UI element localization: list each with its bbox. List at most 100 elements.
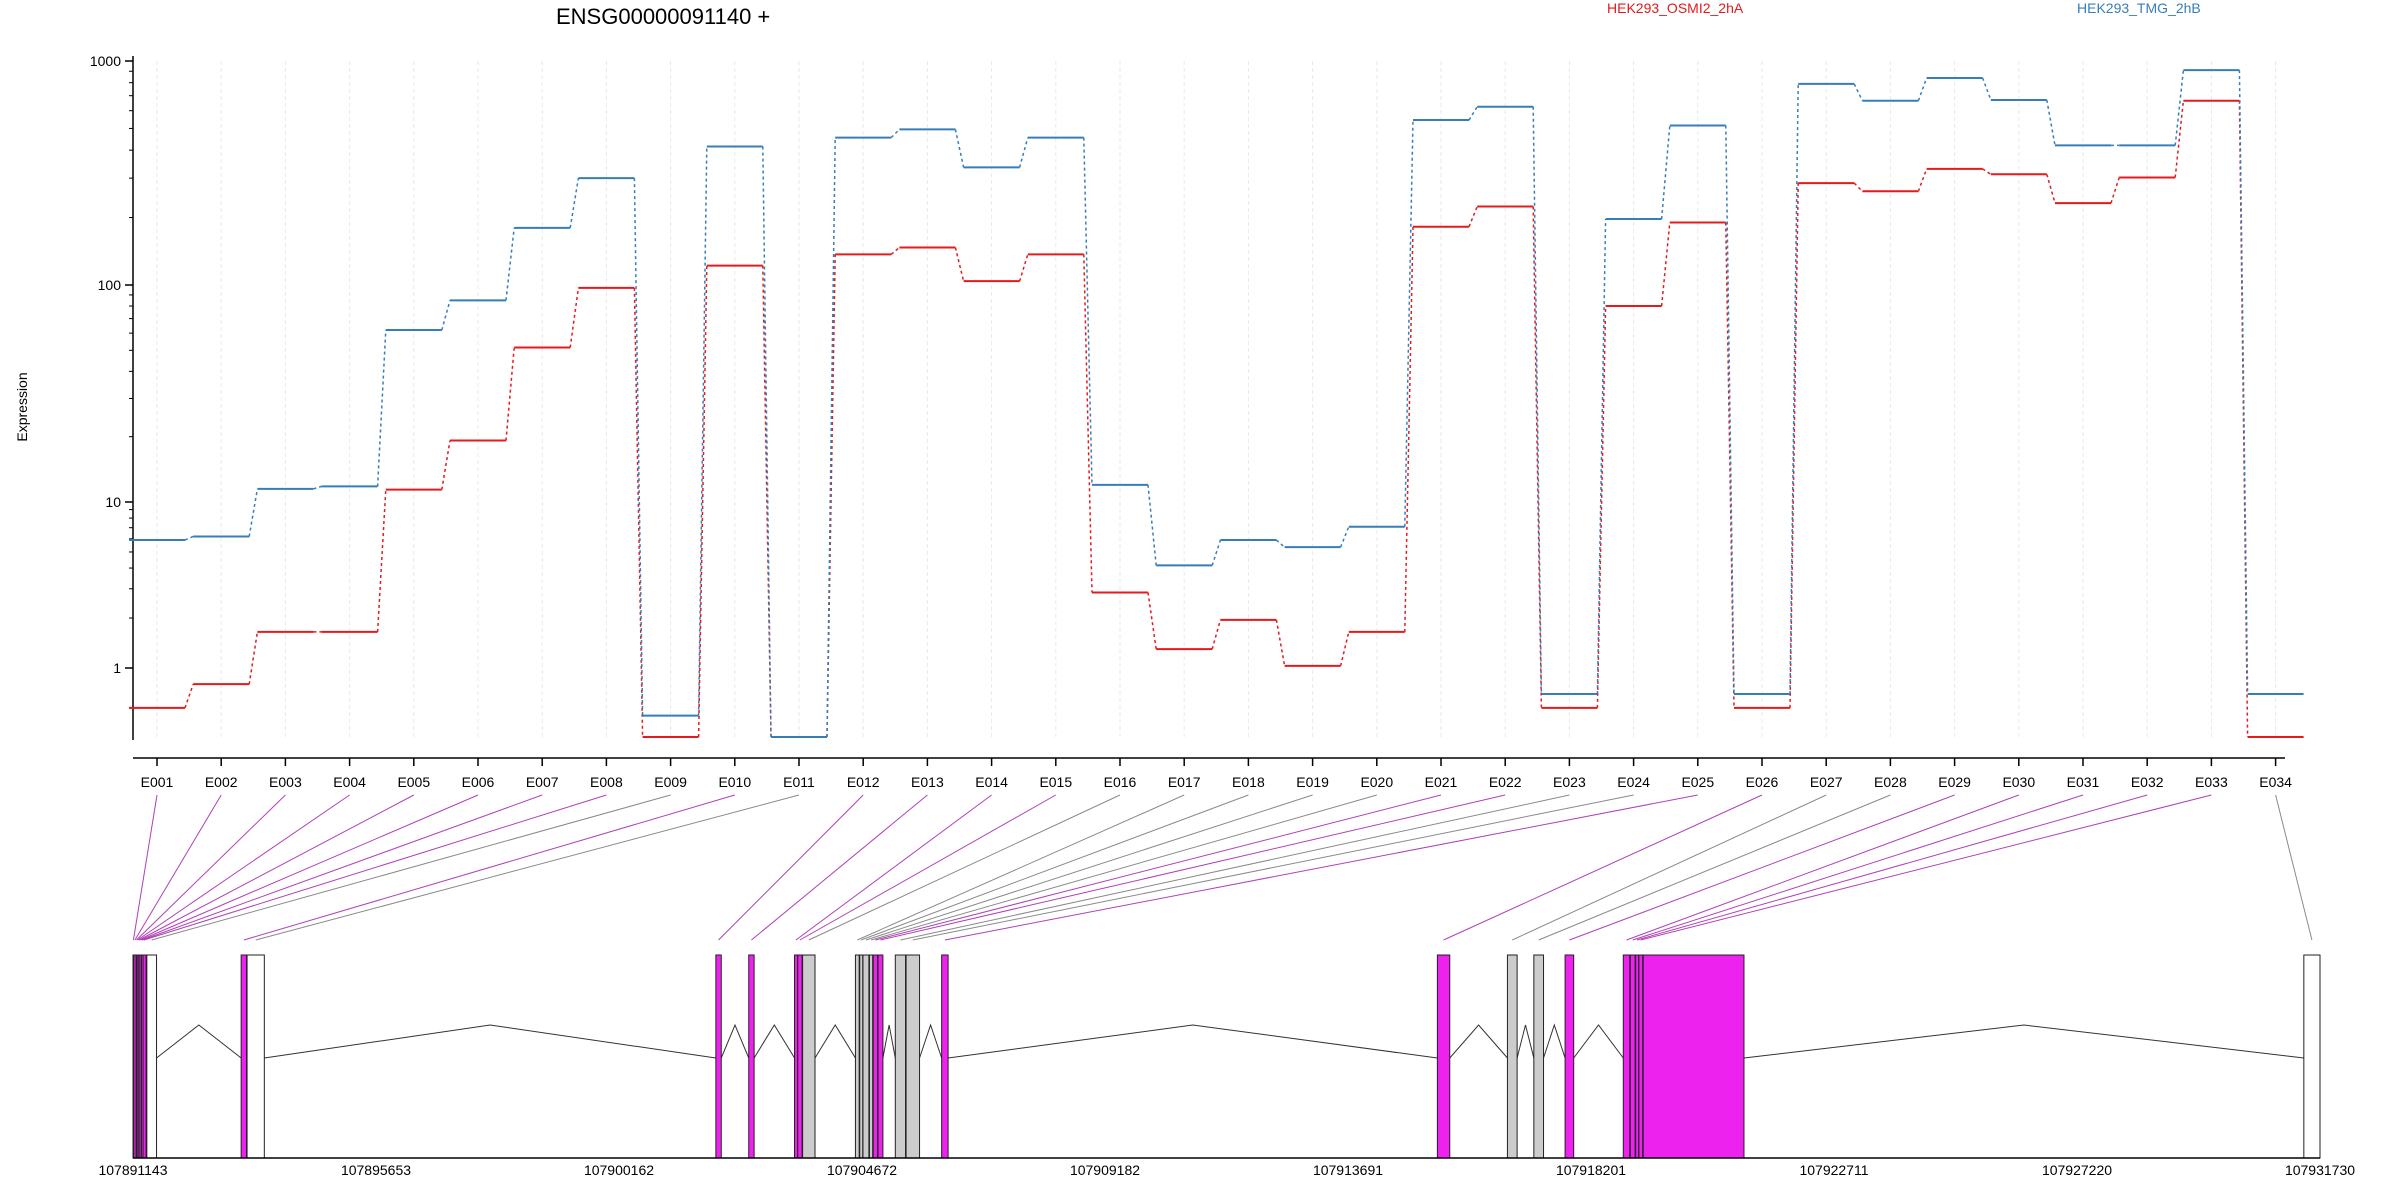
- series-connector: [1211, 539, 1222, 566]
- exon-e028: [1533, 954, 1545, 1159]
- connector-e033: [1640, 794, 2212, 941]
- series-connector: [569, 287, 580, 348]
- series-connector: [1147, 484, 1157, 566]
- connector-e020: [870, 794, 1377, 941]
- x-tick-label-e025: E025: [1681, 774, 1714, 790]
- series-connector: [954, 247, 965, 282]
- x-tick-label-e014: E014: [975, 774, 1008, 790]
- series-connector: [2238, 70, 2249, 695]
- x-tick-label-e015: E015: [1039, 774, 1072, 790]
- series-connector: [376, 489, 387, 632]
- series-connector: [1660, 125, 1671, 220]
- x-tick-label-e016: E016: [1104, 774, 1137, 790]
- series-connector: [1404, 226, 1414, 632]
- exon-e032: [1635, 954, 1640, 1159]
- connector-e025: [944, 794, 1698, 941]
- x-tick-label-e034: E034: [2259, 774, 2292, 790]
- connector-e016: [808, 794, 1121, 941]
- exon-e021: [872, 954, 879, 1159]
- exon-e008: [142, 954, 147, 1159]
- x-tick-label-e020: E020: [1360, 774, 1393, 790]
- gene-model: [132, 954, 2321, 1159]
- intron: [1543, 1023, 1566, 1059]
- intron: [1449, 1024, 1508, 1059]
- x-tick-label-e004: E004: [333, 774, 366, 790]
- series-1: [129, 99, 2304, 738]
- series-connector: [1083, 254, 1093, 593]
- genomic-tick-label: 107931730: [2285, 1162, 2355, 1178]
- series-connector: [1789, 83, 1799, 695]
- connector-e013: [751, 794, 928, 941]
- series-connector: [1596, 219, 1607, 695]
- series-connector: [441, 300, 451, 331]
- intron: [919, 1023, 943, 1059]
- series-connector: [1018, 254, 1029, 282]
- connector-e007: [142, 794, 543, 941]
- connector-e023: [900, 794, 1570, 941]
- exon-e011: [246, 954, 265, 1159]
- exon-e027: [1506, 954, 1518, 1159]
- series-connector: [1596, 306, 1607, 708]
- exon-connectors: [132, 794, 2313, 941]
- x-tick-label-e012: E012: [847, 774, 880, 790]
- exon-e020: [868, 954, 874, 1159]
- y-tick-label: 100: [98, 277, 122, 293]
- intron: [156, 1024, 242, 1059]
- x-axis: E001 E002 E003 E004 E005 E006 E007 E008 E009 E010…: [133, 757, 2292, 790]
- connector-e022: [880, 794, 1506, 941]
- series-connector: [248, 631, 259, 685]
- connector-e026: [1443, 794, 1763, 941]
- x-tick-label-e024: E024: [1617, 774, 1650, 790]
- x-tick-label-e026: E026: [1746, 774, 1779, 790]
- series-connector: [2174, 100, 2185, 178]
- connector-e021: [875, 794, 1442, 941]
- series-connector: [313, 485, 322, 490]
- series-connector: [1981, 77, 1992, 101]
- series-connector: [1468, 106, 1478, 121]
- x-tick-label-e022: E022: [1489, 774, 1522, 790]
- connector-e010: [243, 794, 735, 941]
- genomic-axis: 107891143 107895653 107900162 107904672 1079…: [98, 1157, 2355, 1178]
- connector-e018: [860, 794, 1249, 941]
- intron: [1573, 1024, 1624, 1059]
- series-connector: [762, 265, 772, 738]
- intron: [882, 1024, 896, 1059]
- x-tick-label-e032: E032: [2131, 774, 2164, 790]
- x-tick-label-e001: E001: [141, 774, 174, 790]
- genomic-tick-label: 107918201: [1556, 1162, 1626, 1178]
- intron: [753, 1024, 795, 1059]
- x-tick-label-e002: E002: [205, 774, 238, 790]
- series-connector: [1339, 631, 1350, 667]
- x-tick-label-e005: E005: [397, 774, 430, 790]
- connector-e002: [134, 794, 222, 941]
- exon-e018: [859, 954, 864, 1159]
- series-connector: [954, 129, 965, 168]
- x-tick-label-e021: E021: [1425, 774, 1458, 790]
- connector-e001: [132, 794, 158, 941]
- intron: [1743, 1024, 2304, 1059]
- series-connector: [1404, 120, 1414, 527]
- exon-e014: [794, 954, 799, 1159]
- x-tick-label-e009: E009: [654, 774, 687, 790]
- connector-e008: [143, 794, 607, 941]
- connector-e005: [138, 794, 415, 941]
- series-connector: [1532, 206, 1543, 708]
- exon-e033: [1638, 954, 1644, 1159]
- exon-e013: [748, 954, 755, 1159]
- series-connector: [1789, 183, 1799, 708]
- exon-e023: [894, 954, 907, 1159]
- x-tick-label-e027: E027: [1810, 774, 1843, 790]
- y-tick-label: 10: [105, 494, 121, 510]
- series-connector: [890, 128, 900, 139]
- exon-e034: [1642, 954, 1745, 1159]
- exon-e025: [941, 954, 949, 1159]
- connector-e017: [857, 794, 1185, 941]
- series-connector: [1211, 619, 1222, 650]
- intron: [1516, 1024, 1535, 1059]
- connector-e029: [1569, 794, 1955, 941]
- genomic-tick-label: 107927220: [2042, 1162, 2112, 1178]
- series-connector: [762, 146, 772, 738]
- grid-lines: [156, 61, 2277, 740]
- connector-e028: [1538, 794, 1891, 941]
- y-axis-label: Expression: [14, 372, 30, 441]
